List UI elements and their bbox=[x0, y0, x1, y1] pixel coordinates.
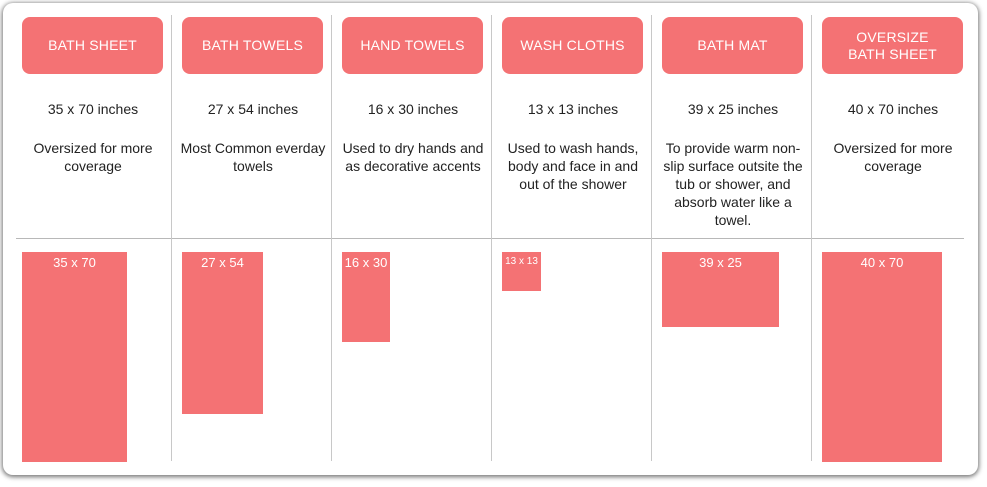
hand-towels-dimensions: 16 x 30 inches bbox=[367, 101, 459, 117]
bath-towels-description: Most Common everday towels bbox=[180, 140, 326, 174]
column-divider bbox=[491, 15, 492, 461]
wash-cloths-button[interactable]: WASH CLOTHS bbox=[502, 17, 643, 74]
wash-cloths-description: Used to wash hands, body and face in and… bbox=[507, 140, 639, 192]
column-oversize-bath-sheet: OVERSIZE BATH SHEET 40 x 70 inches Overs… bbox=[803, 3, 963, 475]
column-divider bbox=[331, 15, 332, 461]
bath-sheet-size-label: 35 x 70 bbox=[53, 255, 96, 270]
oversize-bath-sheet-dimensions: 40 x 70 inches bbox=[847, 101, 939, 117]
column-bath-mat: BATH MAT 39 x 25 inches To provide warm … bbox=[643, 3, 803, 475]
column-divider bbox=[811, 15, 812, 461]
wash-cloths-size-label: 13 x 13 bbox=[505, 256, 538, 267]
wash-cloths-size-swatch: 13 x 13 bbox=[502, 252, 541, 291]
bath-sheet-button[interactable]: BATH SHEET bbox=[22, 17, 163, 74]
bath-towels-size-label: 27 x 54 bbox=[201, 255, 244, 270]
towel-size-chart: BATH SHEET 35 x 70 inches Oversized for … bbox=[3, 3, 978, 475]
wash-cloths-dimensions: 13 x 13 inches bbox=[527, 101, 619, 117]
column-bath-sheet: BATH SHEET 35 x 70 inches Oversized for … bbox=[3, 3, 163, 475]
oversize-bath-sheet-size-label: 40 x 70 bbox=[860, 255, 904, 270]
bath-mat-size-swatch: 39 x 25 bbox=[662, 252, 779, 327]
bath-sheet-size-swatch: 35 x 70 bbox=[22, 252, 127, 462]
bath-mat-size-label: 39 x 25 bbox=[699, 255, 742, 270]
column-divider bbox=[651, 15, 652, 461]
bath-sheet-description: Oversized for more coverage bbox=[33, 140, 153, 174]
oversize-bath-sheet-button[interactable]: OVERSIZE BATH SHEET bbox=[822, 17, 963, 74]
column-divider bbox=[171, 15, 172, 461]
hand-towels-size-label: 16 x 30 bbox=[344, 255, 388, 270]
column-hand-towels: HAND TOWELS 16 x 30 inches Used to dry h… bbox=[323, 3, 483, 475]
hand-towels-description: Used to dry hands and as decorative acce… bbox=[342, 140, 484, 174]
bath-towels-size-swatch: 27 x 54 bbox=[182, 252, 263, 414]
bath-mat-button[interactable]: BATH MAT bbox=[662, 17, 803, 74]
hand-towels-button[interactable]: HAND TOWELS bbox=[342, 17, 483, 74]
column-bath-towels: BATH TOWELS 27 x 54 inches Most Common e… bbox=[163, 3, 325, 475]
bath-mat-description: To provide warm non-slip surface outsite… bbox=[663, 140, 803, 228]
oversize-bath-sheet-size-swatch: 40 x 70 bbox=[822, 252, 942, 462]
bath-towels-button[interactable]: BATH TOWELS bbox=[182, 17, 323, 74]
bath-towels-dimensions: 27 x 54 inches bbox=[207, 101, 299, 117]
column-wash-cloths: WASH CLOTHS 13 x 13 inches Used to wash … bbox=[483, 3, 643, 475]
oversize-bath-sheet-description: Oversized for more coverage bbox=[833, 140, 953, 174]
bath-mat-dimensions: 39 x 25 inches bbox=[687, 101, 779, 117]
bath-sheet-dimensions: 35 x 70 inches bbox=[47, 101, 139, 117]
hand-towels-size-swatch: 16 x 30 bbox=[342, 252, 390, 342]
row-divider bbox=[16, 238, 964, 239]
